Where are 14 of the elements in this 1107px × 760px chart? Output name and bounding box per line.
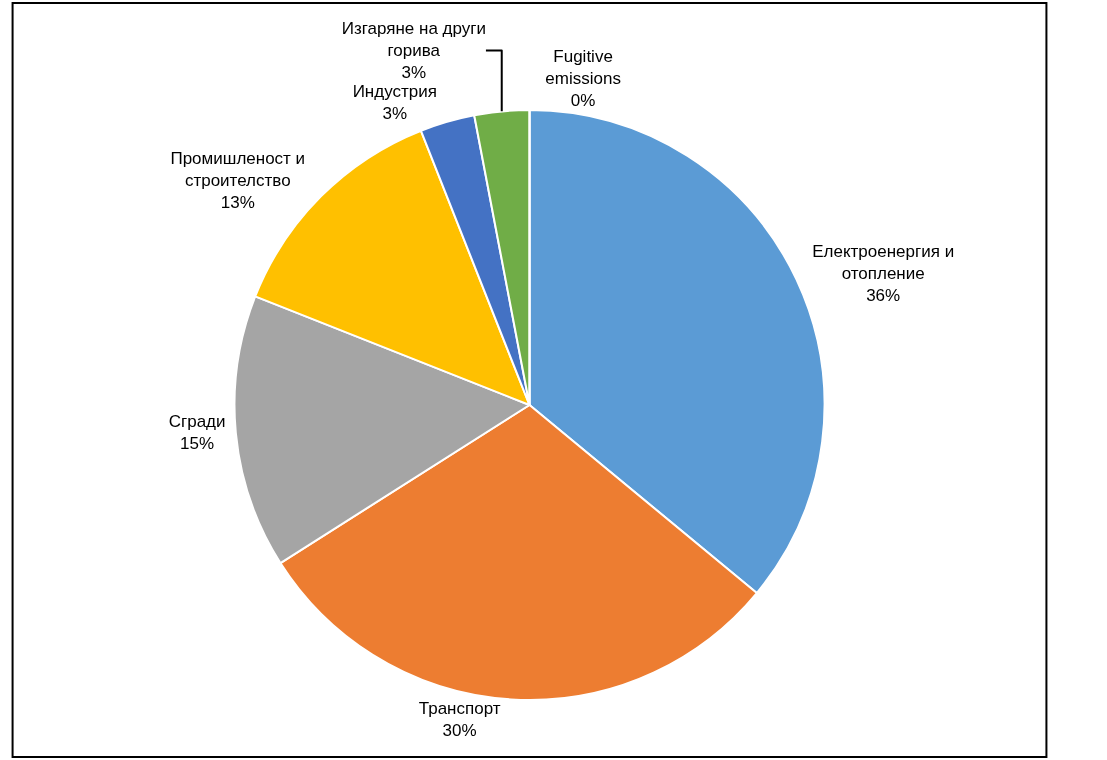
data-label: 3% <box>382 104 408 124</box>
data-label: 13% <box>220 193 255 213</box>
data-label: 30% <box>442 721 477 741</box>
data-label: 36% <box>866 286 901 306</box>
data-label: 15% <box>180 434 215 454</box>
text: 0% <box>570 91 596 110</box>
slice-label: Сгради <box>168 412 226 432</box>
slice-label: Изгаряне на други горива <box>341 19 486 61</box>
slice-label: Транспорт <box>418 699 501 719</box>
slice-label: Индустрия <box>352 82 437 102</box>
slice-label: Електроенергия и отопление <box>812 242 955 284</box>
category-label: Fugitive emissions <box>545 46 621 88</box>
slice-label: Промишленост и строителство <box>170 149 306 191</box>
data-label: 3% <box>401 63 427 83</box>
